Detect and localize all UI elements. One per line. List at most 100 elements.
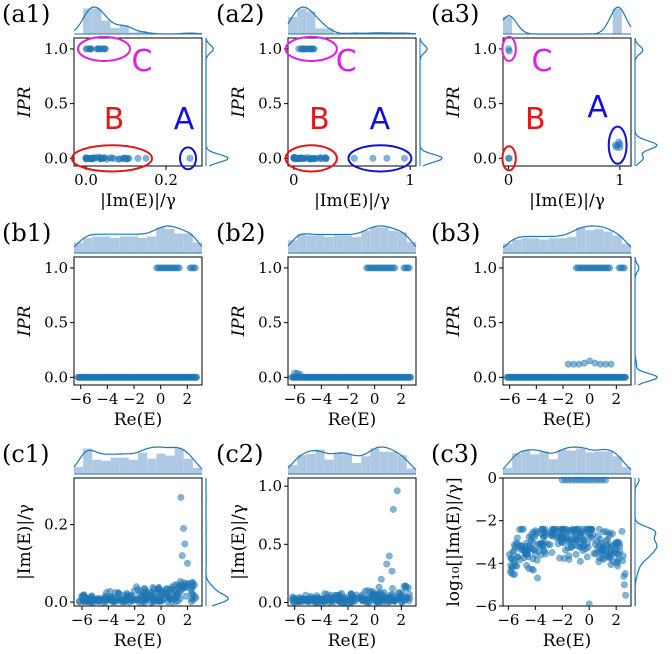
histogram-bar [288, 465, 298, 474]
data-point [607, 561, 615, 569]
data-point [179, 579, 187, 587]
y-tick-label: 0.0 [473, 149, 497, 167]
marginal-histogram-right [634, 37, 658, 167]
cluster-C-ellipse [501, 35, 517, 62]
cluster-A-label: A [587, 90, 608, 125]
x-axis-label: Re(E) [328, 631, 377, 651]
y-tick-label: 0.2 [44, 516, 68, 534]
data-point [189, 596, 197, 603]
y-axis-label: IPR [229, 305, 249, 337]
panel-label: (a1) [2, 0, 50, 28]
scatter-points [505, 45, 624, 162]
histogram-bar [101, 20, 111, 34]
histogram-bar [192, 242, 202, 253]
x-axis-label: |Im(E)|/γ [314, 191, 390, 211]
x-tick-label: −4 [310, 611, 332, 629]
data-point [309, 597, 317, 604]
histogram-bar [503, 243, 513, 253]
histogram-bar [388, 451, 398, 474]
kde-curve-top [502, 225, 632, 249]
x-tick-label: 0 [289, 171, 299, 189]
x-tick-label: 2 [397, 611, 407, 629]
marginal-histogram-right [634, 477, 658, 606]
panel-b2: (b2) −6 −4 −2 0 2 0.0 0.5 1.0 Re(E) IPR [216, 219, 417, 430]
histogram-bar [576, 227, 586, 253]
data-point [556, 554, 564, 562]
x-tick-label: 0 [370, 390, 380, 408]
x-tick-label: −2 [337, 611, 359, 629]
panel-b1: (b1) −6 −4 −2 0 2 0.0 0.5 1.0 Re(E) IPR [2, 219, 203, 430]
histogram-bar [315, 449, 325, 474]
histogram-bar [397, 455, 407, 474]
data-point [618, 527, 626, 535]
data-point [94, 594, 102, 602]
data-point [572, 550, 580, 558]
data-point [601, 476, 609, 484]
scatter-points [75, 493, 200, 606]
data-point [178, 552, 186, 560]
data-point [606, 552, 614, 560]
panel-a3: (a3) 0 1 0.0 0.5 1.0 |Im(E)|/γ IPR CB A [431, 0, 658, 211]
data-point [358, 595, 366, 603]
histogram-bar [74, 466, 84, 474]
histogram-bar [612, 456, 622, 474]
kde-curve-right [205, 37, 229, 167]
histogram-bar [594, 451, 604, 474]
kde-curve-top [502, 446, 632, 470]
histogram-bar [297, 8, 307, 34]
y-tick-label: 0.0 [473, 368, 497, 386]
data-point [505, 154, 513, 162]
cluster-B-label: B [104, 102, 125, 137]
cluster-B-label: B [525, 102, 546, 137]
x-axis-label: Re(E) [114, 410, 163, 430]
x-tick-label: −6 [499, 390, 521, 408]
data-point [80, 591, 88, 599]
histogram-bar [165, 455, 175, 474]
y-tick-label: 1.0 [44, 259, 68, 277]
data-point [505, 551, 513, 558]
x-tick-label: −6 [70, 390, 92, 408]
axes-frame [287, 477, 417, 607]
panel-label: (a3) [431, 0, 479, 28]
histogram-bar [315, 28, 325, 34]
histogram-bar [557, 238, 567, 253]
data-point [110, 155, 118, 162]
y-tick-label: 0.0 [44, 593, 68, 611]
x-tick-label: −6 [284, 611, 306, 629]
x-tick-label: 2 [183, 611, 193, 629]
data-point [541, 539, 549, 547]
data-point [621, 570, 629, 577]
histogram-bar [594, 228, 604, 253]
data-point [393, 487, 401, 495]
y-axis-label: IPR [15, 305, 35, 337]
histogram-bar [74, 242, 84, 253]
histogram-bar [192, 467, 202, 474]
data-point [295, 594, 303, 601]
y-tick-label: 0.0 [44, 149, 68, 167]
y-axis-label: IPR [229, 86, 249, 118]
data-point [349, 597, 357, 605]
data-point [172, 597, 180, 605]
marginal-histogram-right [205, 37, 229, 167]
data-point [122, 154, 130, 162]
data-point [141, 598, 149, 606]
data-point [321, 154, 329, 162]
x-tick-label: 1 [615, 171, 625, 189]
histogram-bar [361, 456, 371, 474]
panel-c2: (c2) −6 −4 −2 0 2 0.0 0.5 1.0 Re(E) |Im(E)|/γ [216, 440, 417, 651]
kde-curve-right [205, 478, 229, 607]
kde-curve-top [287, 6, 417, 35]
data-point [531, 527, 539, 535]
panel-label: (c1) [2, 440, 49, 468]
histogram-bar [406, 468, 416, 474]
histogram-bar [585, 452, 595, 474]
histogram-bar [183, 233, 193, 253]
kde-curve-right [634, 37, 658, 167]
y-tick-label: 0.0 [258, 368, 282, 386]
data-point [616, 547, 624, 555]
data-point [576, 557, 584, 565]
histogram-bar [315, 235, 325, 253]
data-point [310, 155, 318, 163]
data-point [300, 45, 308, 53]
histogram-bar [521, 450, 531, 474]
